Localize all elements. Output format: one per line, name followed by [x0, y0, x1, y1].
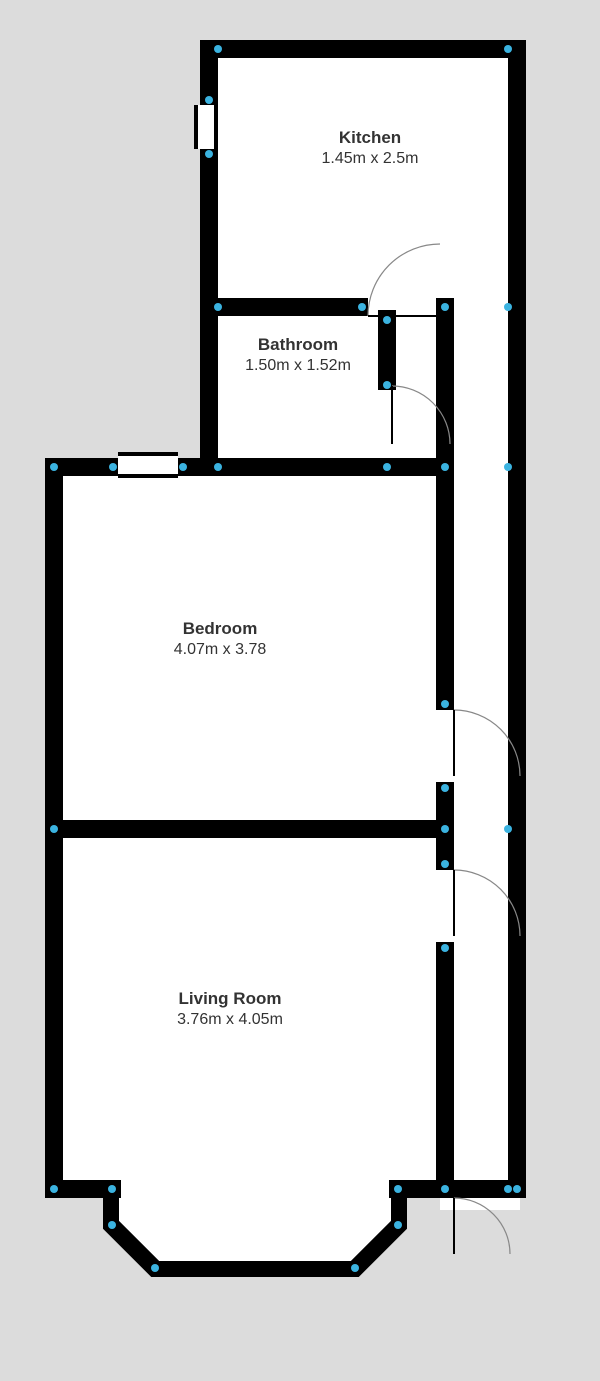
- bedroom-dim: 4.07m x 3.78: [174, 641, 267, 658]
- kitchen-dim: 1.45m x 2.5m: [322, 150, 419, 167]
- floor-plan: Kitchen 1.45m x 2.5m Bathroom 1.50m x 1.…: [0, 0, 600, 1381]
- bathroom-dim: 1.50m x 1.52m: [245, 357, 351, 374]
- living-label: Living Room: [179, 989, 282, 1008]
- living-dim: 3.76m x 4.05m: [177, 1011, 283, 1028]
- kitchen-label: Kitchen: [339, 128, 401, 147]
- bathroom-label: Bathroom: [258, 335, 338, 354]
- bedroom-label: Bedroom: [183, 619, 258, 638]
